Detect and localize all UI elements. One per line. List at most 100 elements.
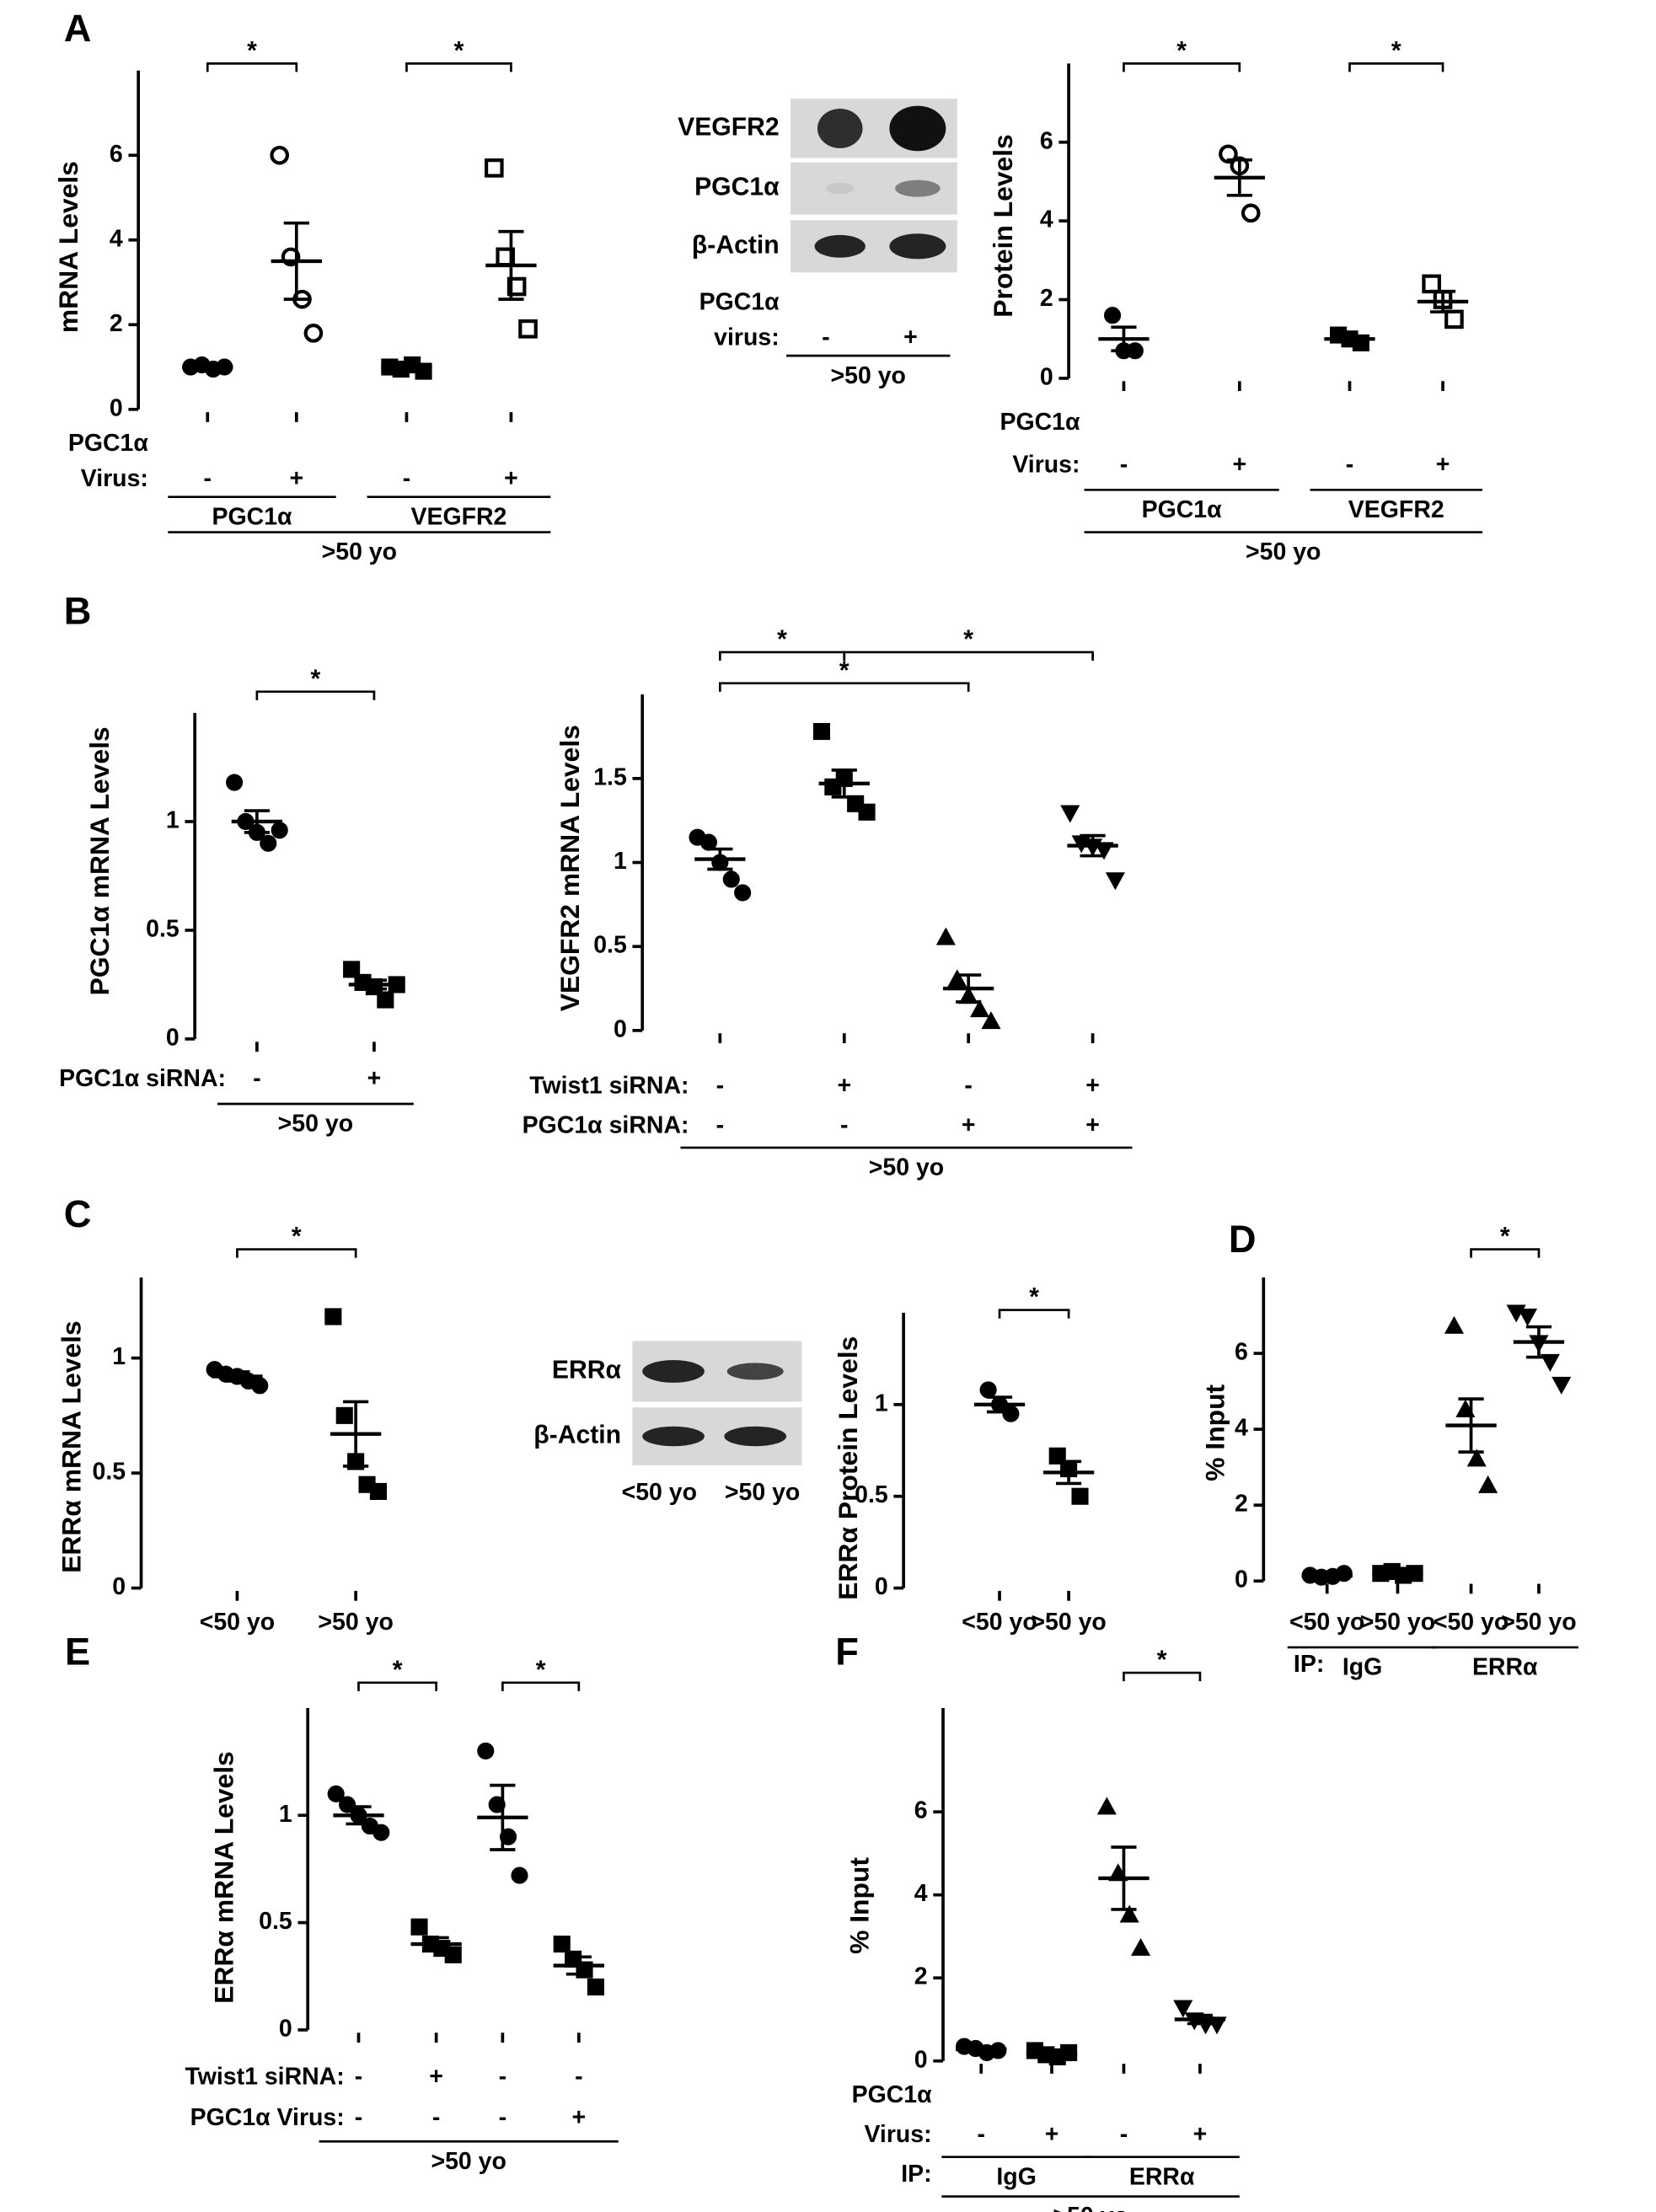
y-tick-label: 1 bbox=[614, 848, 627, 875]
blot-band bbox=[642, 1426, 705, 1447]
data-point bbox=[303, 324, 324, 343]
row-label: PGC1α bbox=[999, 409, 1080, 436]
significance-label: * bbox=[1029, 1283, 1039, 1311]
error-bar bbox=[361, 978, 388, 991]
significance-label: * bbox=[963, 625, 973, 653]
y-tick-label: 6 bbox=[1040, 127, 1053, 154]
data-point bbox=[1119, 1904, 1139, 1923]
blot-row-label: β-Actin bbox=[692, 231, 780, 259]
row-mark: + bbox=[1085, 1111, 1100, 1138]
data-point bbox=[1131, 1937, 1151, 1956]
blot-band bbox=[889, 105, 946, 152]
data-point bbox=[506, 276, 527, 297]
significance-bracket bbox=[843, 651, 1094, 661]
error-bar bbox=[1314, 1573, 1340, 1578]
row-label: virus: bbox=[714, 324, 780, 351]
data-point bbox=[343, 961, 361, 978]
span-label: VEGFR2 bbox=[1348, 496, 1444, 523]
error-bar bbox=[831, 769, 857, 799]
row-mark: - bbox=[716, 1111, 724, 1138]
span-label: >50 yo bbox=[1053, 2203, 1128, 2212]
significance-bracket bbox=[357, 1681, 437, 1691]
row-mark: + bbox=[1193, 2121, 1208, 2148]
row-mark: <50 yo bbox=[1434, 1609, 1509, 1636]
significance-bracket bbox=[998, 1309, 1070, 1319]
span-label: PGC1α bbox=[212, 503, 293, 530]
data-point bbox=[339, 1796, 356, 1813]
data-point bbox=[511, 1867, 528, 1884]
data-point bbox=[734, 884, 752, 902]
row-label: PGC1α siRNA: bbox=[523, 1111, 689, 1138]
data-point bbox=[488, 1796, 506, 1813]
significance-label: * bbox=[839, 656, 849, 684]
data-point bbox=[444, 1946, 462, 1963]
data-point bbox=[981, 1011, 1001, 1030]
y-tick-label: 4 bbox=[110, 225, 123, 252]
row-mark: - bbox=[403, 465, 410, 492]
row-mark: <50 yo bbox=[962, 1609, 1037, 1636]
y-tick-label: 6 bbox=[914, 1797, 928, 1824]
data-point bbox=[500, 1828, 517, 1845]
error-bar bbox=[394, 364, 420, 372]
error-bar bbox=[956, 973, 982, 1004]
span-label: >50 yo bbox=[1246, 538, 1321, 565]
error-bar bbox=[1111, 1845, 1137, 1911]
row-mark: <50 yo bbox=[1289, 1609, 1364, 1636]
data-point bbox=[1173, 2000, 1193, 2018]
data-point bbox=[1105, 872, 1125, 891]
span-label: >50 yo bbox=[278, 1111, 353, 1138]
y-tick-label: 2 bbox=[914, 1963, 928, 1990]
row-label: Twist1 siRNA: bbox=[529, 1072, 689, 1099]
row-mark: >50 yo bbox=[1031, 1609, 1106, 1636]
data-point bbox=[970, 999, 990, 1018]
blot-band bbox=[889, 233, 946, 260]
significance-label: * bbox=[247, 37, 257, 65]
blot-band bbox=[825, 182, 855, 195]
data-point bbox=[1444, 1315, 1464, 1334]
data-point bbox=[377, 991, 394, 1009]
blot-strip bbox=[790, 162, 957, 215]
data-point bbox=[1219, 144, 1238, 164]
data-point bbox=[1096, 1797, 1117, 1815]
y-tick-label: 4 bbox=[1040, 206, 1053, 233]
row-mark: - bbox=[355, 2063, 362, 2090]
row-mark: + bbox=[837, 1072, 851, 1099]
error-bar bbox=[1337, 335, 1363, 343]
row-mark: - bbox=[1120, 451, 1128, 478]
y-tick-label: 0.5 bbox=[855, 1481, 888, 1508]
data-point bbox=[1104, 307, 1122, 324]
data-point bbox=[722, 870, 740, 888]
panel-label: C bbox=[64, 1192, 92, 1235]
row-label: PGC1α Virus: bbox=[190, 2104, 345, 2131]
data-point bbox=[410, 1918, 428, 1936]
data-point bbox=[1048, 1447, 1066, 1465]
y-axis-label: % Input bbox=[844, 1857, 874, 1954]
significance-bracket bbox=[236, 1248, 357, 1258]
row-label: PGC1α bbox=[699, 289, 780, 316]
span-label: >50 yo bbox=[431, 2148, 506, 2175]
blot-band bbox=[814, 234, 866, 258]
row-label: Twist1 siRNA: bbox=[185, 2063, 344, 2090]
row-mark: >50 yo bbox=[1360, 1609, 1435, 1636]
row-label: IP: bbox=[901, 2161, 931, 2188]
row-mark: - bbox=[716, 1072, 724, 1099]
significance-bracket bbox=[1123, 1671, 1202, 1682]
data-point bbox=[226, 774, 244, 791]
row-label: PGC1α bbox=[852, 2081, 933, 2108]
y-axis-label: VEGFR2 mRNA Levels bbox=[555, 725, 585, 1011]
row-mark: + bbox=[1436, 451, 1450, 478]
error-bar bbox=[1038, 2050, 1065, 2057]
span-label: PGC1α bbox=[1142, 496, 1223, 523]
row-mark: - bbox=[499, 2104, 506, 2131]
error-bar bbox=[707, 847, 733, 871]
row-mark: - bbox=[1120, 2121, 1128, 2148]
row-mark: + bbox=[962, 1111, 976, 1138]
error-bar bbox=[423, 1936, 449, 1952]
y-tick-label: 0 bbox=[1040, 363, 1053, 390]
data-point bbox=[1071, 1487, 1089, 1505]
row-mark: + bbox=[289, 465, 303, 492]
data-point bbox=[270, 145, 289, 165]
error-bar bbox=[498, 229, 524, 301]
